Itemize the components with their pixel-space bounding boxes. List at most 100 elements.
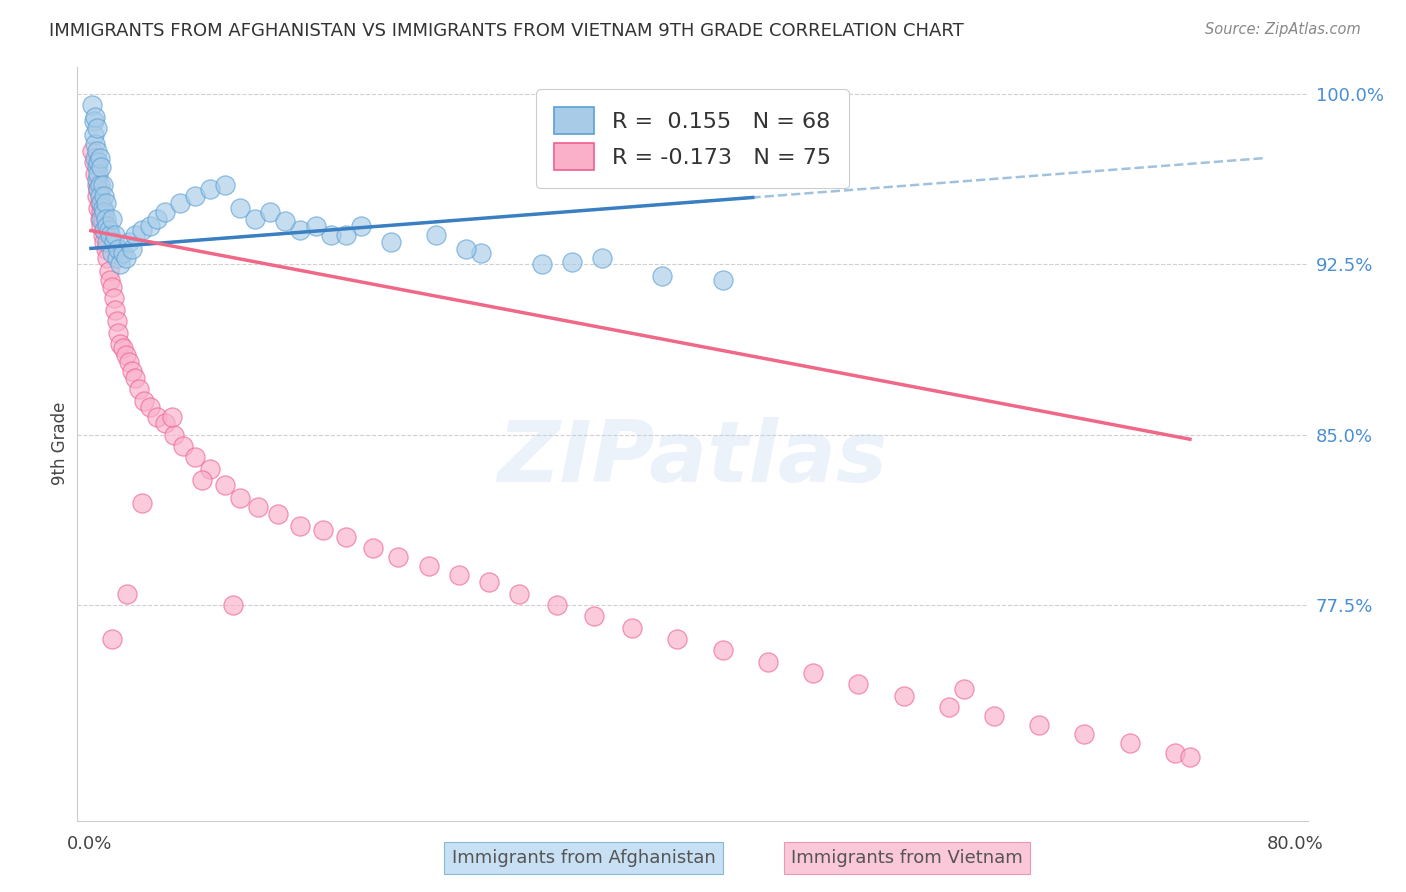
Point xyxy=(1118,736,1140,750)
Point xyxy=(87,182,110,196)
Point xyxy=(84,110,107,124)
Point xyxy=(90,160,112,174)
Point xyxy=(96,219,118,233)
Point xyxy=(621,621,644,635)
Point xyxy=(94,196,117,211)
Point xyxy=(86,121,108,136)
Point xyxy=(319,227,342,242)
Point xyxy=(96,235,118,249)
Point xyxy=(93,205,115,219)
Point xyxy=(425,227,447,242)
Point xyxy=(82,98,104,112)
Point xyxy=(108,257,131,271)
Point xyxy=(87,155,110,169)
Point xyxy=(418,559,440,574)
Point xyxy=(86,189,108,203)
Point xyxy=(290,518,312,533)
Point xyxy=(84,167,107,181)
Point xyxy=(131,496,153,510)
Point xyxy=(198,182,221,196)
Point xyxy=(953,681,976,696)
Point xyxy=(101,212,124,227)
Text: Immigrants from Afghanistan: Immigrants from Afghanistan xyxy=(451,849,716,867)
Point xyxy=(361,541,384,556)
Point xyxy=(591,251,613,265)
Point xyxy=(290,223,312,237)
Point xyxy=(546,598,568,612)
Point xyxy=(146,212,169,227)
Point xyxy=(447,568,470,582)
Point xyxy=(121,242,143,256)
Point xyxy=(801,666,824,681)
Point xyxy=(138,219,160,233)
Point xyxy=(1178,750,1201,764)
Point xyxy=(350,219,373,233)
Point xyxy=(100,273,122,287)
Point xyxy=(83,155,105,169)
Point xyxy=(89,151,111,165)
Point xyxy=(169,196,191,211)
Point xyxy=(117,355,139,369)
Point xyxy=(983,709,1005,723)
Point xyxy=(508,586,530,600)
Point xyxy=(107,326,129,340)
Point xyxy=(90,212,112,227)
Point xyxy=(214,178,236,192)
Point xyxy=(335,227,357,242)
Point xyxy=(104,302,127,317)
Point xyxy=(172,439,194,453)
Point xyxy=(470,246,492,260)
Point xyxy=(83,128,105,142)
Text: Immigrants from Vietnam: Immigrants from Vietnam xyxy=(792,849,1022,867)
Point xyxy=(90,205,112,219)
Point xyxy=(1028,718,1050,732)
Point xyxy=(101,280,124,294)
Point xyxy=(87,201,110,215)
Point xyxy=(229,491,252,506)
Point xyxy=(86,160,108,174)
Point xyxy=(274,214,297,228)
Point xyxy=(198,461,221,475)
Point xyxy=(111,342,134,356)
Point xyxy=(387,550,409,565)
Point xyxy=(312,523,335,537)
Point xyxy=(304,219,326,233)
Point xyxy=(96,251,118,265)
Point xyxy=(98,223,121,237)
Point xyxy=(91,212,114,227)
Text: IMMIGRANTS FROM AFGHANISTAN VS IMMIGRANTS FROM VIETNAM 9TH GRADE CORRELATION CHA: IMMIGRANTS FROM AFGHANISTAN VS IMMIGRANT… xyxy=(49,22,965,40)
Point xyxy=(561,255,583,269)
Point xyxy=(83,114,105,128)
Point xyxy=(893,689,915,703)
Point xyxy=(153,205,176,219)
Point xyxy=(184,450,207,465)
Point xyxy=(711,643,734,657)
Point xyxy=(98,264,121,278)
Point xyxy=(1164,746,1187,760)
Point xyxy=(103,235,125,249)
Point xyxy=(91,201,114,215)
Point xyxy=(86,178,108,192)
Point xyxy=(138,401,160,415)
Point xyxy=(89,189,111,203)
Point xyxy=(163,427,186,442)
Point xyxy=(89,178,111,192)
Point xyxy=(90,196,112,211)
Point xyxy=(105,251,128,265)
Point xyxy=(214,477,236,491)
Point xyxy=(107,242,129,256)
Point xyxy=(86,173,108,187)
Point xyxy=(114,348,136,362)
Point xyxy=(221,598,243,612)
Point xyxy=(101,246,124,260)
Point xyxy=(1073,727,1095,741)
Point xyxy=(146,409,169,424)
Point xyxy=(93,223,115,237)
Point xyxy=(111,246,134,260)
Point xyxy=(756,655,779,669)
Point xyxy=(191,473,214,487)
Point xyxy=(846,677,869,691)
Point xyxy=(478,575,501,590)
Point xyxy=(114,251,136,265)
Point xyxy=(128,382,150,396)
